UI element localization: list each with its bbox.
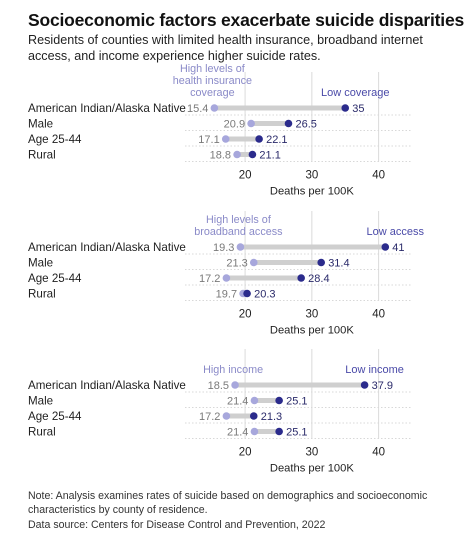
low-group-dot [284, 119, 293, 128]
high-group-value-label: 18.5 [208, 380, 229, 392]
row-label: Age 25-44 [28, 272, 82, 285]
low-group-dot [275, 396, 283, 405]
x-axis-title: Deaths per 100K [270, 325, 354, 337]
high-group-value-label: 15.4 [187, 103, 208, 115]
high-group-dot [222, 412, 231, 420]
low-group-dot [243, 289, 251, 298]
high-group-value-label: 18.8 [210, 150, 231, 162]
row-label: Male [28, 395, 53, 408]
legend-high-label: High levels of [206, 214, 272, 226]
low-group-value-label: 31.4 [328, 258, 349, 270]
low-group-value-label: 25.1 [286, 427, 307, 439]
row-label: Rural [28, 149, 56, 162]
row-label: Male [28, 118, 53, 131]
high-group-value-label: 20.9 [224, 119, 245, 131]
low-group-dot [317, 258, 326, 267]
low-group-dot [341, 104, 350, 112]
x-axis-title: Deaths per 100K [270, 463, 354, 475]
low-group-value-label: 41 [392, 242, 404, 254]
high-group-dot [236, 243, 245, 251]
row-label: American Indian/Alaska Native [28, 241, 186, 254]
legend-high-label: High income [203, 364, 263, 376]
low-group-value-label: 25.1 [286, 396, 307, 408]
x-tick-label: 30 [305, 447, 318, 459]
low-group-value-label: 22.1 [266, 134, 287, 146]
high-group-dot [222, 274, 231, 282]
row-label: American Indian/Alaska Native [28, 102, 186, 115]
row-label: Male [28, 257, 53, 270]
row-label: Rural [28, 288, 56, 301]
low-group-dot [248, 150, 257, 159]
high-group-dot [233, 150, 241, 159]
legend-low-label: Low access [367, 226, 425, 238]
row-label: American Indian/Alaska Native [28, 379, 186, 392]
x-tick-label: 20 [239, 170, 252, 182]
high-group-dot [210, 104, 219, 112]
high-group-dot [249, 258, 258, 267]
low-group-dot [360, 381, 369, 389]
x-tick-label: 40 [372, 447, 385, 459]
low-group-value-label: 37.9 [372, 380, 393, 392]
x-tick-label: 40 [372, 170, 385, 182]
low-group-dot [297, 274, 305, 282]
legend-high-label: High levels of [180, 63, 246, 75]
x-tick-label: 30 [305, 309, 318, 321]
legend-low-label: Low coverage [321, 87, 390, 99]
low-group-value-label: 21.1 [259, 150, 280, 162]
x-tick-label: 30 [305, 170, 318, 182]
chart-source: Data source: Centers for Disease Control… [28, 519, 326, 531]
high-group-dot [250, 396, 259, 405]
low-group-value-label: 35 [352, 103, 364, 115]
x-axis-title: Deaths per 100K [270, 186, 354, 198]
legend-high-label: broadband access [194, 226, 283, 238]
row-label: Age 25-44 [28, 133, 82, 146]
low-group-value-label: 28.4 [308, 273, 329, 285]
low-group-dot [249, 412, 258, 420]
legend-high-label: health insurance [173, 75, 252, 87]
row-label: Age 25-44 [28, 410, 82, 423]
low-group-value-label: 21.3 [261, 411, 282, 423]
chart-subtitle: Residents of counties with limited healt… [28, 33, 423, 63]
low-group-value-label: 20.3 [254, 289, 275, 301]
chart-note: Note: Analysis examines rates of suicide… [28, 490, 428, 516]
high-group-value-label: 21.4 [227, 427, 248, 439]
low-group-dot [255, 135, 263, 143]
legend-high-label: coverage [190, 87, 234, 99]
high-group-value-label: 19.3 [213, 242, 234, 254]
legend-low-label: Low income [345, 364, 404, 376]
chart-title: Socioeconomic factors exacerbate suicide… [28, 10, 465, 30]
high-group-value-label: 21.4 [227, 396, 248, 408]
high-group-dot [250, 427, 259, 436]
x-tick-label: 40 [372, 309, 385, 321]
high-group-dot [221, 135, 230, 143]
x-tick-label: 20 [239, 447, 252, 459]
row-label: Rural [28, 426, 56, 439]
low-group-dot [275, 427, 283, 436]
high-group-value-label: 17.2 [199, 273, 220, 285]
low-group-dot [381, 243, 390, 251]
low-group-value-label: 26.5 [295, 119, 316, 131]
high-group-value-label: 21.3 [226, 258, 247, 270]
high-group-value-label: 17.2 [199, 411, 220, 423]
high-group-value-label: 19.7 [216, 289, 237, 301]
high-group-value-label: 17.1 [198, 134, 219, 146]
x-tick-label: 20 [239, 309, 252, 321]
high-group-dot [247, 119, 255, 128]
high-group-dot [231, 381, 239, 389]
